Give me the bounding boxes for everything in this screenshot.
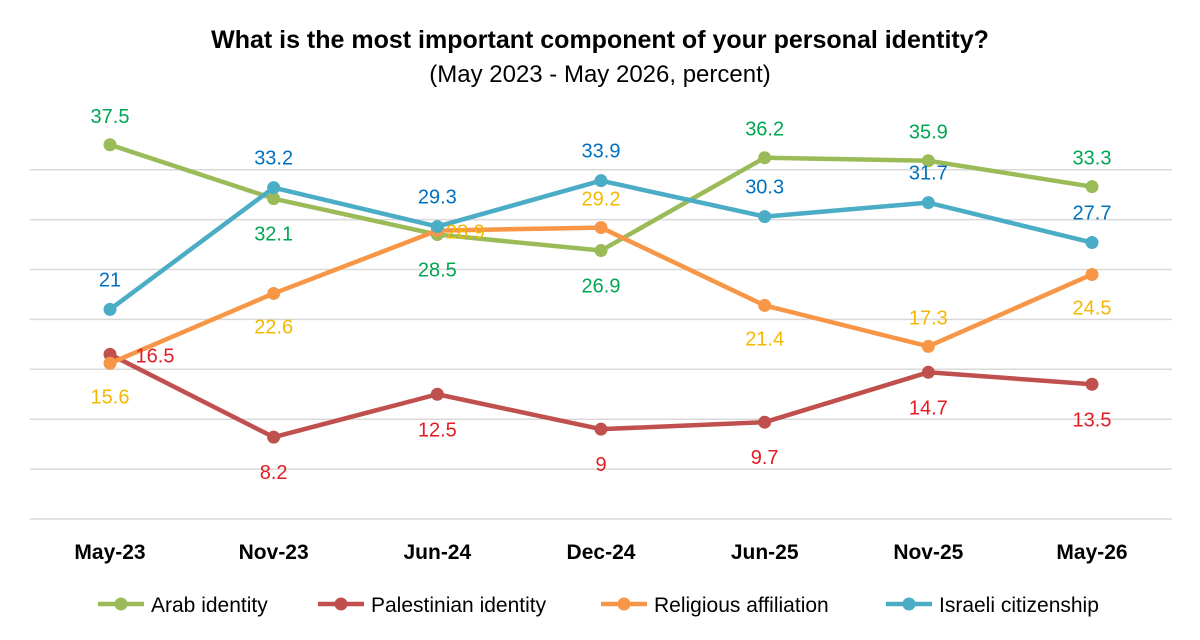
x-tick-label: Nov-23: [239, 541, 309, 564]
chart-subtitle: (May 2023 - May 2026, percent): [429, 61, 771, 88]
legend: Arab identity Palestinian identity Religio…: [98, 594, 1099, 617]
data-point-palestinian-identity: [594, 422, 608, 436]
data-label-israeli-citizenship: 31.7: [909, 163, 948, 185]
x-tick-label: Nov-25: [893, 541, 963, 564]
legend-swatch-marker-religious-affiliation: [617, 597, 631, 611]
series-points: [103, 138, 1099, 444]
data-point-religious-affiliation: [103, 356, 117, 370]
chart-title: What is the most important component of …: [211, 26, 989, 54]
data-label-religious-affiliation: 21.4: [745, 328, 784, 350]
data-point-religious-affiliation: [594, 221, 608, 235]
x-tick-label: Jun-25: [731, 541, 799, 564]
data-point-arab-identity: [103, 138, 117, 152]
data-point-israeli-citizenship: [758, 210, 772, 224]
data-label-israeli-citizenship: 33.2: [254, 148, 293, 170]
data-label-religious-affiliation: 17.3: [909, 307, 948, 329]
data-label-arab-identity: 26.9: [582, 276, 621, 298]
data-label-israeli-citizenship: 27.7: [1073, 203, 1112, 225]
data-point-religious-affiliation: [1085, 267, 1099, 281]
data-label-israeli-citizenship: 21: [99, 269, 121, 291]
data-label-arab-identity: 33.3: [1073, 148, 1112, 170]
data-label-religious-affiliation: 22.6: [254, 316, 293, 338]
data-point-religious-affiliation: [921, 339, 935, 353]
legend-swatch-marker-palestinian-identity: [334, 597, 348, 611]
data-label-palestinian-identity: 9.7: [751, 447, 779, 469]
data-point-palestinian-identity: [103, 347, 117, 361]
x-tick-label: May-23: [74, 541, 145, 564]
data-label-palestinian-identity: 9: [595, 454, 606, 476]
legend-label-religious-affiliation: Religious affiliation: [654, 594, 829, 617]
data-label-arab-identity: 36.2: [745, 119, 784, 141]
data-label-palestinian-identity: 16.5: [136, 345, 175, 367]
legend-swatch-marker-israeli-citizenship: [902, 597, 916, 611]
data-label-palestinian-identity: 12.5: [418, 419, 457, 441]
data-label-arab-identity: 28.5: [418, 260, 457, 282]
data-point-israeli-citizenship: [430, 220, 444, 234]
data-point-palestinian-identity: [921, 365, 935, 379]
data-point-palestinian-identity: [1085, 377, 1099, 391]
data-label-palestinian-identity: 13.5: [1073, 409, 1112, 431]
data-label-religious-affiliation: 15.6: [91, 386, 130, 408]
data-point-israeli-citizenship: [921, 196, 935, 210]
data-labels: 37.5 32.1 28.5 26.9 36.2 35.9 33.3 16.5 8.2 12.5 9…: [91, 106, 1112, 484]
data-label-arab-identity: 37.5: [91, 106, 130, 128]
data-point-palestinian-identity: [758, 415, 772, 429]
data-point-palestinian-identity: [267, 430, 281, 444]
data-label-religious-affiliation: 28.9: [446, 222, 485, 244]
data-point-arab-identity: [267, 192, 281, 206]
data-point-israeli-citizenship: [267, 181, 281, 195]
data-point-israeli-citizenship: [1085, 236, 1099, 250]
data-point-religious-affiliation: [758, 298, 772, 312]
x-tick-label: Dec-24: [567, 541, 636, 564]
legend-swatch-marker-arab-identity: [114, 597, 128, 611]
x-axis: May-23 Nov-23 Jun-24 Dec-24 Jun-25 Nov-25 May-…: [74, 541, 1127, 564]
data-label-palestinian-identity: 14.7: [909, 397, 948, 419]
gridlines: [30, 168, 1172, 520]
x-tick-label: Jun-24: [403, 541, 471, 564]
data-label-religious-affiliation: 24.5: [1073, 297, 1112, 319]
data-label-arab-identity: 35.9: [909, 122, 948, 144]
legend-label-arab-identity: Arab identity: [151, 594, 268, 617]
data-point-arab-identity: [594, 244, 608, 258]
data-point-arab-identity: [921, 154, 935, 168]
data-label-palestinian-identity: 8.2: [260, 462, 288, 484]
data-label-israeli-citizenship: 29.3: [418, 187, 457, 209]
legend-label-israeli-citizenship: Israeli citizenship: [939, 594, 1099, 617]
data-label-israeli-citizenship: 30.3: [745, 177, 784, 199]
data-point-israeli-citizenship: [594, 174, 608, 188]
data-point-arab-identity: [758, 151, 772, 165]
x-tick-label: May-26: [1056, 541, 1127, 564]
legend-label-palestinian-identity: Palestinian identity: [371, 594, 547, 617]
data-point-israeli-citizenship: [103, 302, 117, 316]
data-point-palestinian-identity: [430, 387, 444, 401]
data-point-arab-identity: [1085, 180, 1099, 194]
data-label-israeli-citizenship: 33.9: [582, 141, 621, 163]
data-point-religious-affiliation: [267, 286, 281, 300]
data-label-arab-identity: 32.1: [254, 224, 293, 246]
data-label-religious-affiliation: 29.2: [582, 189, 621, 211]
